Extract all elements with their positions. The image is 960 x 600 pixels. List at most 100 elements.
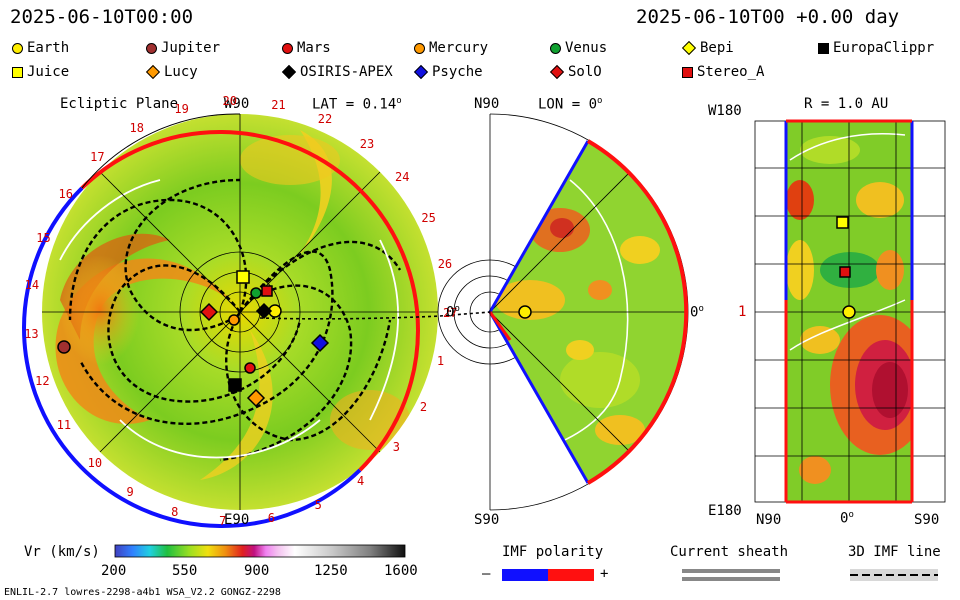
mars-marker: [244, 362, 256, 374]
jupiter-marker: [57, 340, 71, 354]
legend-label: OSIRIS-APEX: [300, 64, 393, 80]
rim-number: 1: [436, 354, 445, 369]
circle-icon: [146, 42, 157, 54]
rsurface-x-0: 0o: [840, 510, 854, 527]
imf-negative-swatch: [502, 569, 548, 581]
rim-number: 26: [437, 257, 453, 272]
timestamp-right: 2025-06-10T00 +0.00 day: [636, 6, 900, 28]
legend-item-bepi: Bepi: [681, 40, 734, 56]
rim-number: 21: [271, 97, 286, 112]
legend-label: Mars: [297, 40, 331, 56]
meridional-plane-panel: [437, 113, 689, 511]
rim-number: 16: [58, 187, 73, 202]
juice-marker: [236, 270, 250, 284]
imf-positive-swatch: [548, 569, 594, 581]
circle-icon: [414, 42, 425, 54]
rsurface-title: R = 1.0 AU: [804, 96, 889, 112]
legend-label: Earth: [27, 40, 70, 56]
circle-icon: [12, 42, 23, 54]
psyche-marker: [310, 333, 330, 353]
sheath-line-2: [682, 577, 780, 581]
legend-item-earth: Earth: [12, 40, 69, 56]
legend-item-osiris-apex: OSIRIS-APEX: [281, 64, 393, 80]
mercury-marker: [228, 314, 240, 326]
ecliptic-lat: LAT = 0.14o: [312, 96, 402, 113]
rim-number: 10: [87, 455, 103, 470]
meridional-left-label: 0o: [446, 304, 460, 321]
imf-title: IMF polarity: [502, 544, 604, 560]
ecliptic-title: Ecliptic Plane: [60, 96, 179, 112]
footer-run-info: ENLIL-2.7 lowres-2298-a4b1 WSA_V2.2 GONG…: [4, 587, 281, 598]
osiris-apex-marker: [255, 302, 273, 320]
colorbar-tick-200: 200: [101, 563, 127, 579]
rim-number: 13: [24, 326, 39, 341]
colorbar-tick-1600: 1600: [384, 563, 418, 579]
rim-number: 18: [129, 121, 144, 136]
timestamp-left: 2025-06-10T00:00: [10, 6, 194, 28]
colorbar-title: Vr (km/s): [24, 544, 100, 560]
rim-number: 15: [36, 230, 51, 245]
stereo-a-marker: [261, 285, 273, 297]
europaclipper-marker: [228, 378, 242, 392]
rim-number: 11: [56, 418, 72, 432]
imf-minus: –: [482, 566, 491, 582]
stereo-a-marker-r: [839, 266, 851, 278]
solo-marker: [199, 302, 219, 322]
legend-item-psyche: Psyche: [413, 64, 483, 80]
body-markers: [57, 216, 856, 408]
rim-number: 6: [267, 511, 276, 526]
legend-item-europaclippr: EuropaClippr: [818, 40, 934, 56]
legend-item-mercury: Mercury: [414, 40, 488, 56]
rsurface-top-left: W180: [708, 103, 742, 119]
ecliptic-plane-panel: [22, 113, 438, 529]
rim-number: 3: [392, 440, 401, 455]
legend-label: Bepi: [700, 40, 734, 56]
sheath-line-1: [682, 569, 780, 573]
imf3d-title: 3D IMF line: [848, 544, 941, 560]
rim-number: 2: [419, 399, 428, 414]
rim-number: 27: [443, 305, 458, 320]
legend-label: EuropaClippr: [833, 40, 935, 56]
legend-item-venus: Venus: [550, 40, 607, 56]
ecliptic-top-label: W90: [224, 96, 250, 112]
circle-icon: [550, 42, 561, 54]
square-icon: [682, 66, 693, 78]
lucy-marker: [246, 388, 266, 408]
legend-label: Stereo_A: [697, 64, 765, 80]
rsurface-x-n90: N90: [756, 512, 782, 528]
rim-number: 20: [222, 94, 237, 109]
legend-item-juice: Juice: [12, 64, 69, 80]
rim-number: 7: [219, 513, 227, 528]
rsurface-bottom-left: E180: [708, 503, 742, 519]
earth-marker-r: [842, 305, 856, 319]
vr-colorbar: [114, 544, 406, 558]
legend-label: Psyche: [432, 64, 483, 80]
legend-label: Jupiter: [161, 40, 221, 56]
square-icon: [12, 66, 23, 78]
legend-label: SolO: [568, 64, 602, 80]
legend-item-mars: Mars: [282, 40, 331, 56]
rim-number: 4: [357, 473, 365, 488]
legend-label: Juice: [27, 64, 70, 80]
meridional-top-label: N90: [474, 96, 500, 112]
circle-icon: [282, 42, 293, 54]
juice-marker-r: [836, 216, 849, 229]
venus-marker: [250, 287, 262, 299]
meridional-lon: LON = 0o: [538, 96, 603, 113]
meridional-right-label: 0o: [690, 304, 704, 321]
colorbar-tick-550: 550: [172, 563, 198, 579]
rim-number: 8: [171, 504, 179, 519]
legend-label: Lucy: [164, 64, 198, 80]
square-icon: [818, 42, 829, 54]
rim-number: 24: [395, 170, 410, 185]
legend-item-solo: SolO: [549, 64, 602, 80]
legend-label: Venus: [565, 40, 608, 56]
rim-number: 17: [90, 150, 105, 165]
rsurface-x-s90: S90: [914, 512, 940, 528]
rim-number: 14: [24, 277, 40, 292]
earth-marker-meridional: [518, 305, 532, 319]
rim-number: 25: [421, 211, 436, 226]
legend-label: Mercury: [429, 40, 489, 56]
imf-plus: +: [600, 566, 609, 582]
rim-number: 5: [314, 497, 322, 512]
